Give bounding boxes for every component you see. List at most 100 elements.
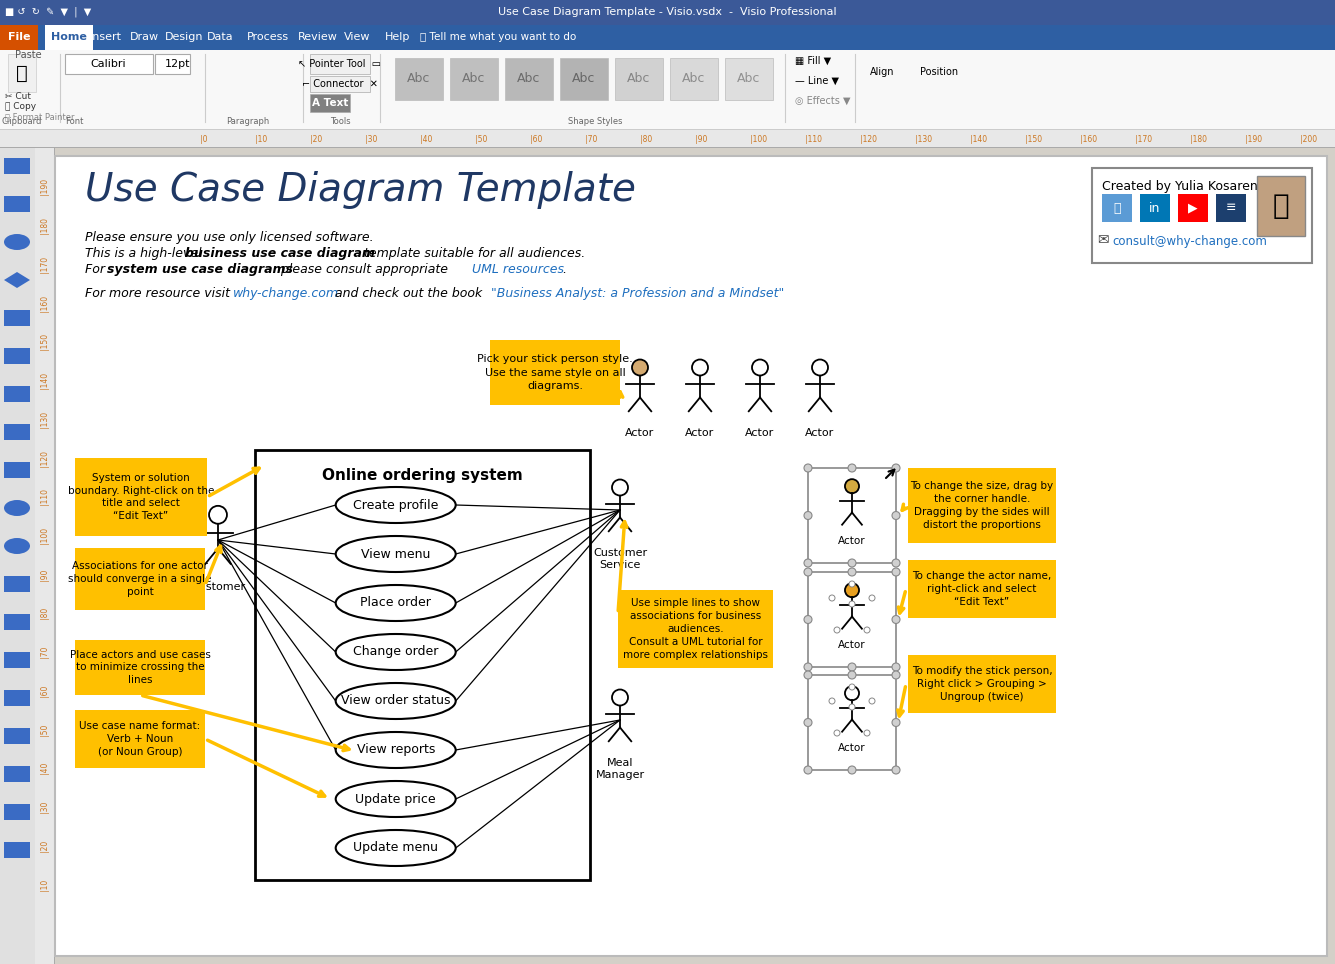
Text: View order status: View order status: [340, 694, 450, 708]
Text: |190: |190: [1246, 135, 1262, 144]
Text: |110: |110: [805, 135, 822, 144]
Text: .: .: [562, 263, 566, 276]
Bar: [4, 576, 29, 592]
Text: template suitable for all audiences.: template suitable for all audiences.: [360, 247, 585, 260]
Bar: [255, 450, 590, 880]
Text: |70: |70: [585, 135, 597, 144]
Bar: [75, 640, 206, 695]
Circle shape: [869, 595, 874, 601]
Text: Change order: Change order: [352, 646, 438, 658]
Text: Design: Design: [166, 32, 203, 42]
Text: business use case diagram: business use case diagram: [186, 247, 375, 260]
Text: |60: |60: [40, 684, 49, 697]
Bar: [4, 424, 29, 440]
Text: Actor: Actor: [805, 428, 834, 438]
Text: in: in: [1149, 201, 1160, 215]
Circle shape: [892, 464, 900, 472]
Circle shape: [829, 595, 834, 601]
Text: ◎ Effects ▼: ◎ Effects ▼: [796, 96, 850, 106]
Bar: [1177, 194, 1208, 222]
Text: ✂ Cut: ✂ Cut: [5, 92, 31, 101]
Bar: [450, 58, 498, 100]
Bar: [0, 0, 1335, 25]
Circle shape: [892, 568, 900, 576]
Text: |160: |160: [40, 294, 49, 311]
Text: Update price: Update price: [355, 792, 437, 806]
Bar: [75, 458, 207, 536]
Text: Clipboard: Clipboard: [1, 117, 43, 126]
Bar: [670, 58, 718, 100]
Bar: [8, 54, 36, 92]
Bar: [0, 129, 1335, 130]
Circle shape: [804, 766, 812, 774]
Text: |20: |20: [310, 135, 322, 144]
Bar: [505, 58, 553, 100]
Text: Use Case Diagram Template: Use Case Diagram Template: [85, 171, 635, 209]
Text: ▶: ▶: [1188, 201, 1197, 215]
Text: |90: |90: [40, 568, 49, 580]
Bar: [55, 156, 1327, 956]
Text: Associations for one actor
should converge in a single
point: Associations for one actor should conver…: [68, 561, 212, 597]
Text: This is a high-level: This is a high-level: [85, 247, 206, 260]
Circle shape: [892, 512, 900, 520]
Text: Abc: Abc: [627, 72, 650, 86]
Circle shape: [849, 684, 854, 690]
Text: Abc: Abc: [682, 72, 706, 86]
Bar: [4, 766, 29, 782]
Text: |100: |100: [40, 527, 49, 544]
Text: Home: Home: [51, 32, 87, 42]
Circle shape: [849, 581, 854, 587]
Bar: [310, 54, 370, 74]
Circle shape: [848, 766, 856, 774]
Text: Draw: Draw: [129, 32, 159, 42]
Bar: [4, 652, 29, 668]
Text: Actor: Actor: [625, 428, 654, 438]
Bar: [1101, 194, 1132, 222]
Text: For more resource visit: For more resource visit: [85, 287, 234, 300]
Text: |140: |140: [40, 372, 49, 389]
Text: ▦ Fill ▼: ▦ Fill ▼: [796, 56, 832, 66]
Text: Meal
Manager: Meal Manager: [595, 758, 645, 780]
Text: |50: |50: [475, 135, 487, 144]
Text: and check out the book: and check out the book: [331, 287, 486, 300]
Circle shape: [892, 615, 900, 624]
Circle shape: [631, 360, 647, 376]
Circle shape: [845, 479, 858, 494]
Ellipse shape: [4, 500, 29, 516]
Ellipse shape: [4, 234, 29, 250]
Text: |160: |160: [1080, 135, 1097, 144]
Text: Help: Help: [384, 32, 410, 42]
Text: 𝒜 Format Painter: 𝒜 Format Painter: [5, 112, 75, 121]
Circle shape: [849, 601, 854, 607]
Text: — Line ▼: — Line ▼: [796, 76, 838, 86]
Text: |150: |150: [1025, 135, 1043, 144]
Text: |180: |180: [1189, 135, 1207, 144]
Text: Place actors and use cases
to minimize crossing the
lines: Place actors and use cases to minimize c…: [69, 650, 211, 685]
Bar: [808, 572, 896, 667]
Text: A Text: A Text: [312, 98, 348, 108]
Text: File: File: [8, 32, 31, 42]
Text: Abc: Abc: [573, 72, 595, 86]
Bar: [65, 54, 154, 74]
Bar: [908, 655, 1056, 713]
Bar: [1216, 194, 1246, 222]
Text: To change the size, drag by
the corner handle.
Dragging by the sides will
distor: To change the size, drag by the corner h…: [910, 481, 1053, 529]
Bar: [908, 468, 1056, 543]
Text: 💡 Tell me what you want to do: 💡 Tell me what you want to do: [421, 32, 577, 42]
Text: consult@why-change.com: consult@why-change.com: [1112, 235, 1267, 248]
Text: |140: |140: [971, 135, 987, 144]
Text: Font: Font: [65, 117, 83, 126]
Text: Create profile: Create profile: [352, 498, 438, 512]
Text: |120: |120: [40, 449, 49, 467]
Bar: [4, 728, 29, 744]
Text: 👤: 👤: [1272, 192, 1290, 220]
Text: |10: |10: [255, 135, 267, 144]
Text: Use case name format:
Verb + Noun
(or Noun Group): Use case name format: Verb + Noun (or No…: [79, 721, 200, 757]
Bar: [808, 468, 896, 563]
Text: |40: |40: [421, 135, 433, 144]
Text: ✉: ✉: [1097, 233, 1108, 247]
Circle shape: [892, 559, 900, 567]
Bar: [4, 310, 29, 326]
Circle shape: [834, 730, 840, 736]
Bar: [0, 147, 1335, 148]
